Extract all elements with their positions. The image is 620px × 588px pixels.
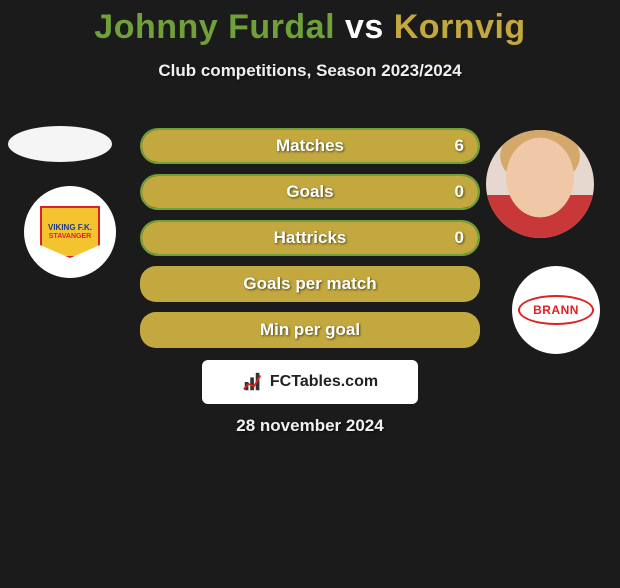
player2-photo bbox=[486, 130, 594, 238]
player2-club-badge: BRANN bbox=[512, 266, 600, 354]
stat-label: Hattricks bbox=[274, 228, 347, 248]
title-player1: Johnny Furdal bbox=[94, 8, 335, 46]
subtitle: Club competitions, Season 2023/2024 bbox=[0, 61, 620, 81]
bar-chart-icon bbox=[242, 371, 264, 393]
player1-photo bbox=[8, 126, 112, 162]
stat-value: 0 bbox=[455, 182, 464, 202]
club-line1: VIKING F.K. bbox=[48, 224, 92, 232]
page-title: Johnny Furdal vs Kornvig bbox=[0, 8, 620, 47]
player1-club-badge: VIKING F.K. STAVANGER bbox=[24, 186, 116, 278]
title-vs: vs bbox=[335, 8, 394, 46]
brann-oval-icon: BRANN bbox=[518, 295, 594, 325]
club-line2: STAVANGER bbox=[49, 233, 91, 240]
stat-row-matches: Matches 6 bbox=[140, 128, 480, 164]
viking-shield-icon: VIKING F.K. STAVANGER bbox=[40, 206, 100, 258]
stat-row-goals: Goals 0 bbox=[140, 174, 480, 210]
stat-label: Matches bbox=[276, 136, 344, 156]
site-name: FCTables.com bbox=[270, 373, 378, 391]
stat-row-mpg: Min per goal bbox=[140, 312, 480, 348]
stat-label: Goals bbox=[286, 182, 333, 202]
stat-value: 6 bbox=[455, 136, 464, 156]
stat-row-hattricks: Hattricks 0 bbox=[140, 220, 480, 256]
stat-label: Goals per match bbox=[243, 274, 376, 294]
title-player2: Kornvig bbox=[394, 8, 526, 46]
stats-container: Matches 6 Goals 0 Hattricks 0 Goals per … bbox=[140, 128, 480, 358]
stat-label: Min per goal bbox=[260, 320, 360, 340]
face-icon bbox=[486, 130, 594, 238]
stat-row-gpm: Goals per match bbox=[140, 266, 480, 302]
date-text: 28 november 2024 bbox=[0, 416, 620, 436]
site-badge[interactable]: FCTables.com bbox=[202, 360, 418, 404]
stat-value: 0 bbox=[455, 228, 464, 248]
